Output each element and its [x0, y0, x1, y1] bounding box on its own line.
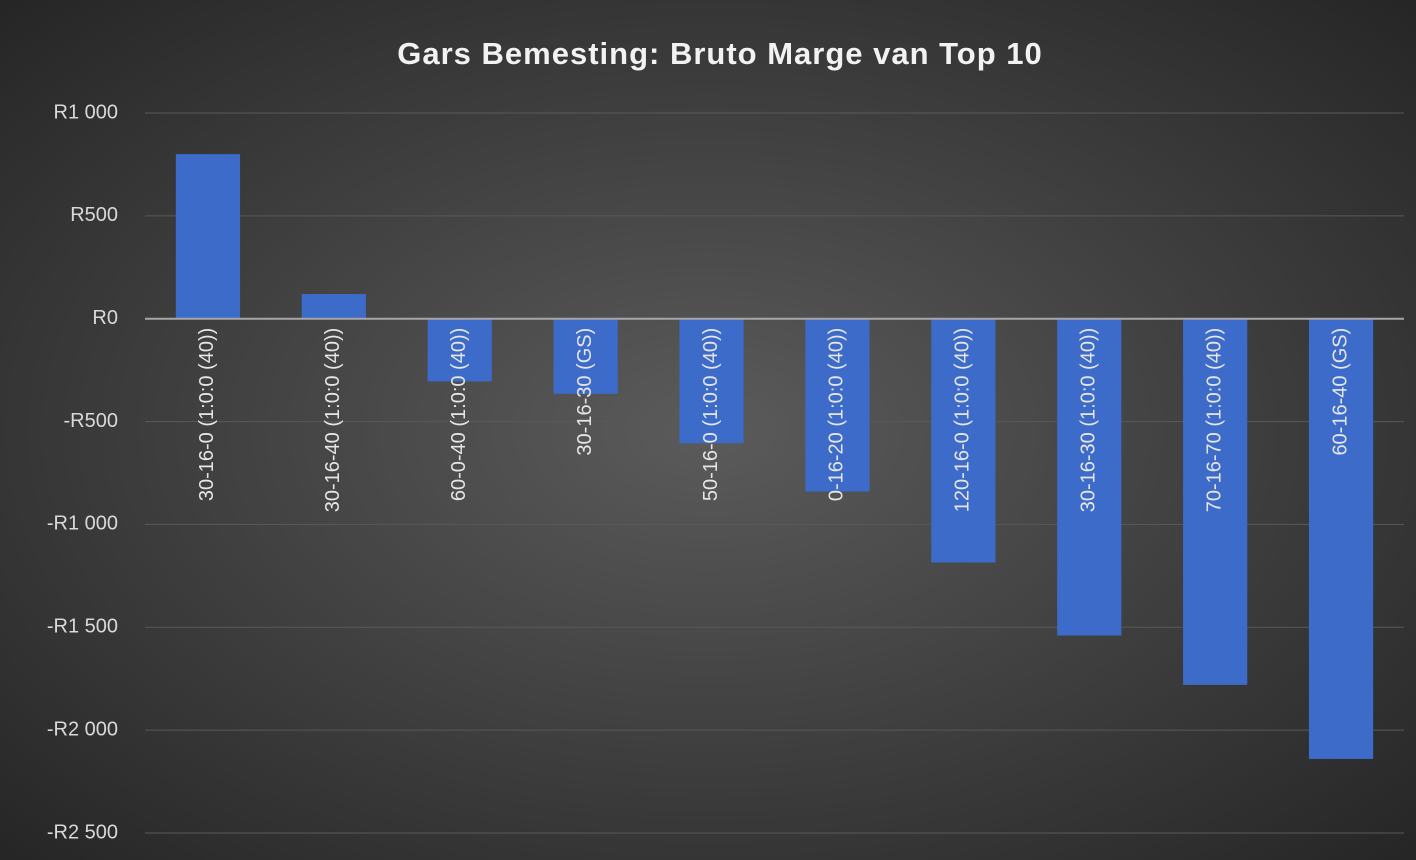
x-tick-label: 60-0-40 (1:0:0 (40))	[448, 328, 470, 501]
y-tick-label: R1 000	[54, 101, 119, 123]
bar	[805, 318, 870, 492]
bar	[175, 154, 241, 319]
x-tick-label: 30-16-30 (1:0:0 (40))	[1078, 328, 1100, 513]
bar	[931, 318, 996, 563]
y-tick-label: -R2 000	[47, 718, 118, 740]
y-tick-label: -R500	[64, 410, 118, 432]
chart-title: Gars Bemesting: Bruto Marge van Top 10	[397, 36, 1043, 71]
bar	[301, 294, 366, 319]
bar	[679, 318, 744, 444]
x-tick-label: 0-16-20 (1:0:0 (40))	[826, 328, 848, 501]
x-tick-label: 30-16-30 (GS)	[574, 328, 596, 456]
x-tick-label: 60-16-40 (GS)	[1329, 328, 1351, 456]
y-tick-label: -R1 000	[47, 513, 118, 535]
y-tick-label: -R2 500	[47, 821, 118, 843]
x-tick-label: 30-16-40 (1:0:0 (40))	[322, 328, 344, 513]
y-tick-label: -R1 500	[47, 616, 118, 638]
x-tick-label: 50-16-0 (1:0:0 (40))	[700, 328, 722, 501]
bar	[1057, 318, 1122, 636]
bar	[1183, 318, 1248, 685]
bar	[1308, 318, 1374, 759]
x-tick-label: 30-16-0 (1:0:0 (40))	[196, 328, 218, 501]
x-tick-label: 120-16-0 (1:0:0 (40))	[952, 328, 974, 513]
y-tick-label: R0	[92, 307, 118, 329]
y-tick-label: R500	[70, 204, 118, 226]
x-tick-label: 70-16-70 (1:0:0 (40))	[1203, 328, 1225, 513]
bar	[427, 318, 492, 382]
bar	[553, 318, 618, 394]
